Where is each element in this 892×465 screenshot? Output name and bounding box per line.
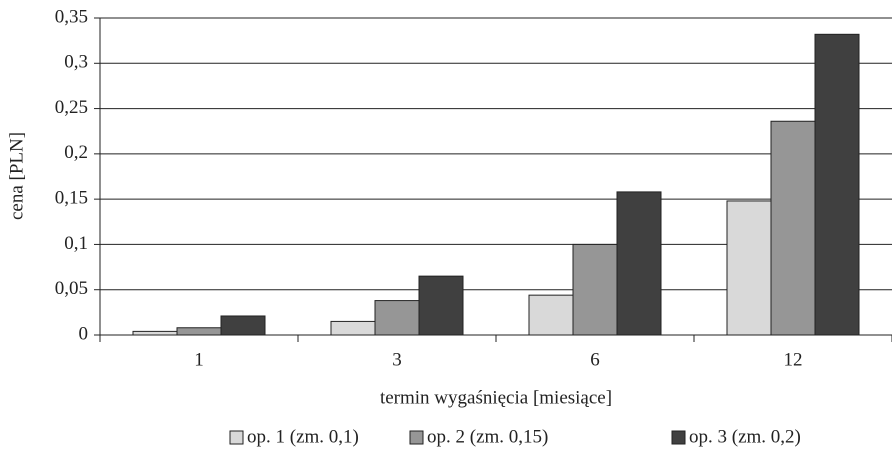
legend-swatch: [671, 430, 686, 445]
y-tick-label: 0: [79, 323, 89, 344]
x-axis-label: termin wygaśnięcia [miesiące]: [380, 387, 612, 408]
x-tick-label: 1: [194, 349, 204, 370]
bar: [374, 300, 420, 336]
x-tick-label: 3: [392, 349, 402, 370]
legend-label: op. 3 (zm. 0,2): [689, 426, 801, 447]
bar: [726, 200, 772, 336]
bar: [616, 191, 662, 336]
bar: [770, 120, 816, 336]
x-tick-label: 6: [590, 349, 600, 370]
y-tick-label: 0,25: [55, 97, 88, 118]
bar: [572, 243, 618, 336]
y-tick-label: 0,15: [55, 188, 88, 209]
bar: [528, 294, 574, 336]
legend-label: op. 2 (zm. 0,15): [427, 426, 548, 447]
bar: [330, 320, 376, 336]
y-tick-label: 0,2: [64, 142, 88, 163]
legend-swatch: [229, 430, 244, 445]
bar: [418, 275, 464, 336]
y-tick-label: 0,35: [55, 6, 88, 27]
bar: [176, 327, 222, 336]
bar: [814, 33, 860, 336]
y-axis-label: cena [PLN]: [6, 132, 27, 220]
y-tick-label: 0,05: [55, 278, 88, 299]
x-tick-label: 12: [784, 349, 803, 370]
y-tick-label: 0,3: [64, 52, 88, 73]
bar: [220, 315, 266, 336]
bar: [132, 330, 178, 336]
legend-label: op. 1 (zm. 0,1): [247, 426, 359, 447]
legend-swatch: [409, 430, 424, 445]
y-tick-label: 0,1: [64, 233, 88, 254]
